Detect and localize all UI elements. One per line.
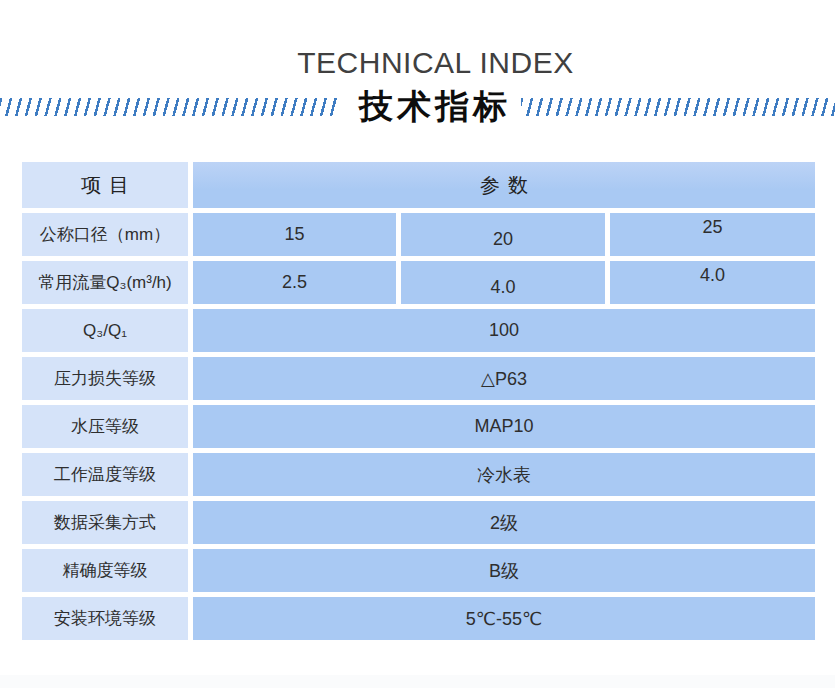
row-label-cell: 水压等级 xyxy=(22,405,188,448)
value-cell: △P63 xyxy=(193,357,815,400)
value-cell: 2级 xyxy=(193,501,815,544)
table-row-installation-environment: 安装环境等级 5℃-55℃ xyxy=(22,597,815,640)
header-cell-item: 项目 xyxy=(22,162,188,208)
value-cell: B级 xyxy=(193,549,815,592)
value-cell: 25 xyxy=(610,213,815,256)
table-header-row: 项目 参数 xyxy=(22,162,815,208)
page: TECHNICAL INDEX 技术指标 项目 参数 公称口径（mm） 15 2… xyxy=(0,0,835,688)
title-row: 技术指标 xyxy=(0,84,835,130)
diagonal-stripes-right-decor xyxy=(521,98,835,116)
table-row-pressure-loss: 压力损失等级 △P63 xyxy=(22,357,815,400)
value-text: 25 xyxy=(702,217,722,238)
value-text: 4.0 xyxy=(700,265,725,286)
table-row-data-collection: 数据采集方式 2级 xyxy=(22,501,815,544)
value-cell: 5℃-55℃ xyxy=(193,597,815,640)
value-cell: 4.0 xyxy=(610,261,815,304)
row-label-cell: 安装环境等级 xyxy=(22,597,188,640)
row-label-cell: 数据采集方式 xyxy=(22,501,188,544)
row-label-cell: Q₃/Q₁ xyxy=(22,309,188,352)
row-label-cell: 压力损失等级 xyxy=(22,357,188,400)
value-cell: MAP10 xyxy=(193,405,815,448)
value-cell: 100 xyxy=(193,309,815,352)
row-label-cell: 精确度等级 xyxy=(22,549,188,592)
value-text: 20 xyxy=(493,229,513,250)
diagonal-stripes-left-decor xyxy=(0,98,337,116)
value-text: 2.5 xyxy=(282,272,307,293)
row-label-cell: 工作温度等级 xyxy=(22,453,188,496)
title-chinese: 技术指标 xyxy=(359,84,511,130)
row-label-cell: 常用流量Q₃(m³/h) xyxy=(22,261,188,304)
table-row-working-temperature: 工作温度等级 冷水表 xyxy=(22,453,815,496)
value-cell: 冷水表 xyxy=(193,453,815,496)
value-text: 15 xyxy=(284,224,304,245)
table-row-q3-q1: Q₃/Q₁ 100 xyxy=(22,309,815,352)
row-label-cell: 公称口径（mm） xyxy=(22,213,188,256)
header-cell-param: 参数 xyxy=(193,162,815,208)
table-row-accuracy: 精确度等级 B级 xyxy=(22,549,815,592)
section-header: TECHNICAL INDEX 技术指标 xyxy=(0,0,835,130)
value-text: 4.0 xyxy=(490,277,515,298)
value-cell: 20 xyxy=(401,213,605,256)
table-row-water-pressure: 水压等级 MAP10 xyxy=(22,405,815,448)
table-row-nominal-diameter: 公称口径（mm） 15 20 25 xyxy=(22,213,815,256)
bottom-band-decor xyxy=(0,675,835,688)
value-cell: 2.5 xyxy=(193,261,396,304)
value-cell: 15 xyxy=(193,213,396,256)
title-english: TECHNICAL INDEX xyxy=(0,46,835,79)
value-cell: 4.0 xyxy=(401,261,605,304)
table-row-common-flow: 常用流量Q₃(m³/h) 2.5 4.0 4.0 xyxy=(22,261,815,304)
spec-table: 项目 参数 公称口径（mm） 15 20 25 常用流量Q₃(m³/h) 2.5… xyxy=(22,162,815,640)
